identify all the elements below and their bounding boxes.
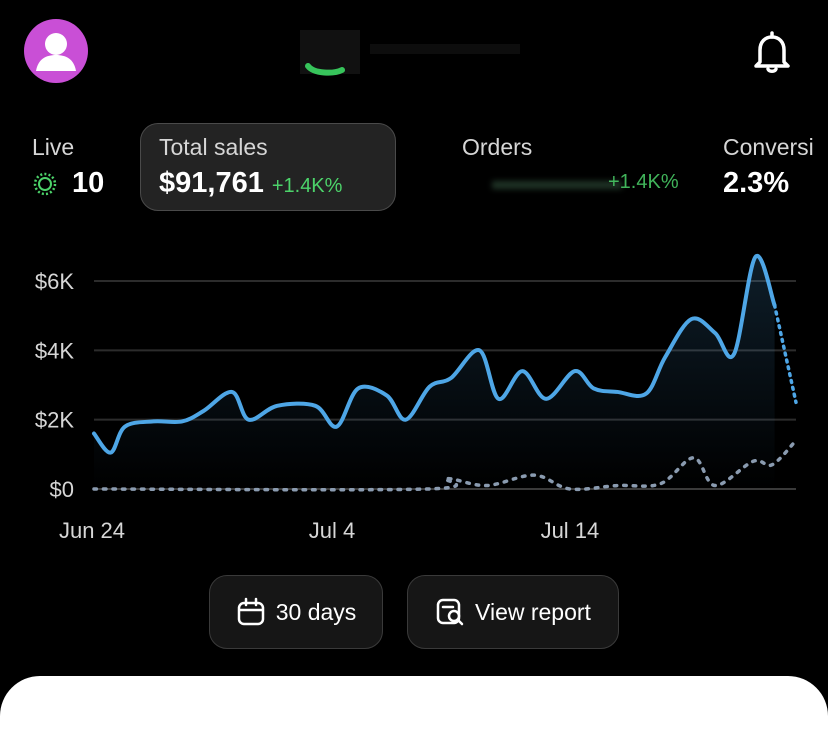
sales-chart: $0 $2K $4K $6K Jun 24 Jul 4 Jul 14 <box>0 240 828 560</box>
total-sales-label: Total sales <box>159 134 268 160</box>
total-sales-delta: +1.4K% <box>271 175 343 197</box>
orders-label: Orders <box>462 134 533 160</box>
x-tick-label: Jul 4 <box>309 518 355 543</box>
metric-total-sales[interactable]: Total sales $91,761 +1.4K% <box>140 123 396 211</box>
bottom-sheet[interactable] <box>0 676 828 756</box>
comparison-line <box>92 438 798 492</box>
sales-area <box>94 255 775 489</box>
y-tick-label: $4K <box>35 338 74 363</box>
sales-chart-svg: $0 $2K $4K $6K Jun 24 Jul 4 Jul 14 <box>35 254 798 543</box>
avatar[interactable] <box>24 19 88 83</box>
projection-line <box>772 303 798 405</box>
top-bar <box>0 0 828 105</box>
x-tick-label: Jul 14 <box>541 518 600 543</box>
metric-conversion[interactable]: Conversi 2.3% <box>723 134 814 200</box>
orders-delta: +1.4K% <box>608 171 679 193</box>
total-sales-value: $91,761 +1.4K% <box>159 167 395 200</box>
live-value: 10 <box>72 167 105 199</box>
orders-value-blurred: +1.4K% <box>462 169 702 199</box>
live-label: Live <box>32 134 75 160</box>
person-icon <box>36 33 76 71</box>
x-tick-label: Jun 24 <box>59 518 125 543</box>
conversion-label: Conversi <box>723 134 814 160</box>
date-range-button[interactable]: 30 days <box>209 575 383 649</box>
y-tick-label: $0 <box>50 477 74 502</box>
bell-icon[interactable] <box>748 30 796 74</box>
y-tick-label: $2K <box>35 408 74 433</box>
store-logo <box>300 30 520 76</box>
metrics-row: Live 10 Total sales $91,761 +1.4K% Orders… <box>0 118 828 218</box>
date-range-label: 30 days <box>275 598 357 625</box>
sales-line <box>92 254 777 455</box>
report-search-icon <box>436 598 464 626</box>
metric-orders[interactable]: Orders +1.4K% <box>462 134 702 199</box>
y-tick-label: $6K <box>35 269 74 294</box>
metric-live[interactable]: Live 10 <box>32 134 104 200</box>
view-report-label: View report <box>475 598 591 625</box>
view-report-button[interactable]: View report <box>407 575 619 649</box>
total-sales-amount: $91,761 <box>159 167 264 199</box>
calendar-icon <box>237 597 264 626</box>
live-pulse-icon <box>33 172 57 195</box>
conversion-value: 2.3% <box>723 167 790 199</box>
